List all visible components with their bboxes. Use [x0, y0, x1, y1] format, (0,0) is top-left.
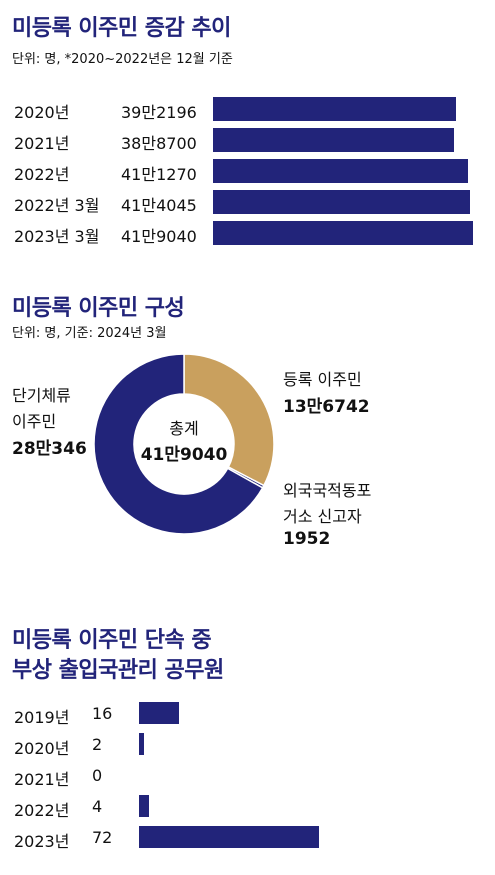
chart3-bar — [139, 795, 149, 817]
overseas-korean-label-line1: 외국국적동포 — [283, 481, 372, 500]
chart3-category-label: 2022년 — [14, 801, 70, 820]
chart1-value-label: 38만8700 — [121, 134, 197, 153]
chart3-bar — [139, 826, 319, 848]
chart3-bar — [139, 733, 144, 755]
chart1-category-label: 2022년 — [14, 165, 70, 184]
chart3-category-label: 2020년 — [14, 739, 70, 758]
chart1-unit-note: 단위: 명, *2020~2022년은 12월 기준 — [12, 52, 233, 67]
chart3-category-label: 2021년 — [14, 770, 70, 789]
chart1-bar — [213, 190, 470, 214]
chart3-category-label: 2023년 — [14, 832, 70, 851]
short-stay-value: 28만346 — [12, 439, 87, 459]
registered-slice — [183, 353, 275, 487]
registered-label: 등록 이주민 — [283, 370, 362, 389]
chart3-value-label: 72 — [92, 828, 113, 847]
chart3-value-label: 16 — [92, 704, 113, 723]
chart1-category-label: 2020년 — [14, 103, 70, 122]
short-stay-slice — [93, 353, 264, 535]
overseas-korean-label-line2: 거소 신고자 — [283, 507, 362, 526]
chart3-value-label: 4 — [92, 797, 103, 816]
short-stay-label-line1: 단기체류 — [12, 386, 71, 405]
chart3-bar — [139, 702, 179, 724]
chart1-value-label: 39만2196 — [121, 103, 197, 122]
chart3-title-line2: 부상 출입국관리 공무원 — [12, 658, 224, 683]
registered-value: 13만6742 — [283, 397, 370, 417]
chart3-value-label: 0 — [92, 766, 103, 785]
chart1-value-label: 41만1270 — [121, 165, 197, 184]
chart1-value-label: 41만9040 — [121, 227, 197, 246]
chart3-category-label: 2019년 — [14, 708, 70, 727]
chart1-category-label: 2022년 3월 — [14, 196, 100, 215]
donut-center-label: 총계 — [169, 419, 198, 438]
short-stay-label-line2: 이주민 — [12, 412, 57, 431]
donut-center-value: 41만9040 — [141, 445, 228, 465]
chart2-title: 미등록 이주민 구성 — [12, 296, 185, 321]
chart3-title-line1: 미등록 이주민 단속 중 — [12, 628, 212, 653]
chart1-value-label: 41만4045 — [121, 196, 197, 215]
chart1-category-label: 2021년 — [14, 134, 70, 153]
overseas-korean-value: 1952 — [283, 529, 331, 549]
chart1-bar — [213, 128, 455, 152]
chart1-title: 미등록 이주민 증감 추이 — [12, 16, 231, 41]
chart1-bar — [213, 159, 469, 183]
chart1-category-label: 2023년 3월 — [14, 227, 100, 246]
chart1-bar — [213, 221, 473, 245]
chart1-bar — [213, 97, 457, 121]
chart2-unit-note: 단위: 명, 기준: 2024년 3월 — [12, 326, 167, 341]
chart3-value-label: 2 — [92, 735, 103, 754]
